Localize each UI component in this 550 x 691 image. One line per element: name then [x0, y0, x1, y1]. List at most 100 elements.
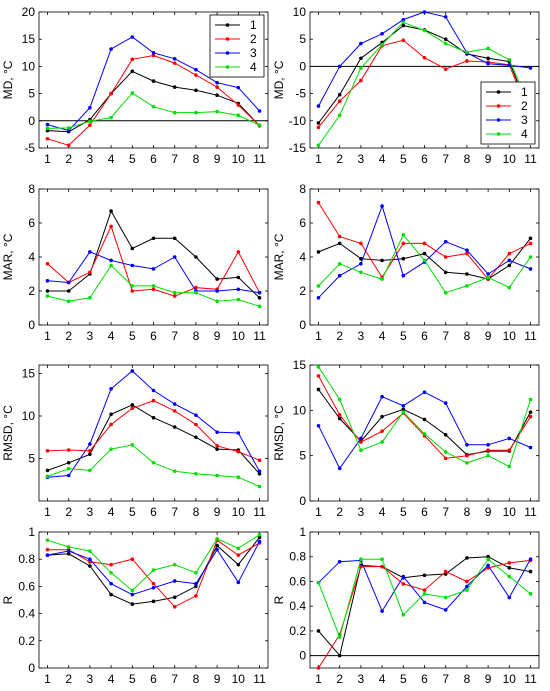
data-point	[465, 251, 469, 256]
x-tick-label: 8	[193, 672, 200, 686]
y-tick-label: -5	[24, 141, 35, 155]
y-tick-label: 8	[299, 182, 306, 196]
legend-marker	[496, 132, 501, 136]
data-point	[380, 42, 384, 47]
x-tick-label: 4	[379, 329, 386, 343]
data-point	[45, 538, 50, 542]
series-3	[316, 390, 533, 471]
series-3	[45, 369, 262, 480]
data-point	[66, 128, 71, 133]
x-tick-label: 5	[129, 505, 136, 519]
x-tick-label: 11	[524, 505, 537, 519]
data-point	[236, 85, 241, 90]
data-point	[443, 67, 448, 71]
data-point	[172, 562, 177, 567]
data-point	[528, 557, 533, 561]
data-point	[316, 365, 321, 369]
data-point	[151, 398, 156, 403]
data-point	[45, 449, 50, 453]
data-point	[359, 270, 363, 275]
data-point	[215, 537, 219, 541]
y-tick-label: 10	[22, 409, 36, 423]
x-tick-label: 9	[214, 672, 221, 686]
x-tick-label: 11	[524, 329, 537, 343]
data-point	[337, 262, 342, 266]
data-point	[45, 262, 50, 266]
series-2	[45, 398, 262, 463]
y-tick-label: 5	[299, 449, 306, 463]
data-point	[109, 581, 113, 586]
data-point	[337, 241, 342, 246]
data-point	[236, 580, 241, 585]
x-tick-label: 1	[44, 505, 51, 519]
y-tick-label: 0	[299, 318, 306, 332]
data-point	[194, 584, 198, 589]
data-point	[443, 608, 448, 612]
data-point	[88, 105, 92, 110]
data-point	[337, 559, 342, 564]
data-point	[401, 407, 406, 412]
data-point	[194, 571, 198, 575]
data-point	[151, 284, 156, 288]
x-tick-label: 9	[214, 329, 221, 343]
x-tick-label: 6	[150, 672, 157, 686]
data-point	[486, 554, 490, 559]
data-point	[130, 557, 135, 561]
data-point	[316, 121, 321, 125]
y-tick-label: 15	[22, 32, 36, 46]
data-point	[88, 564, 92, 568]
data-point	[88, 557, 92, 561]
x-tick-label: 11	[524, 152, 537, 166]
legend-marker	[496, 118, 501, 122]
x-tick-label: 10	[232, 672, 246, 686]
x-tick-label: 1	[44, 152, 51, 166]
x-tick-label: 6	[421, 672, 428, 686]
data-point	[401, 574, 406, 579]
data-point	[66, 299, 71, 304]
data-point	[507, 258, 512, 263]
data-point	[172, 605, 177, 609]
legend-label-2: 2	[250, 32, 257, 46]
data-point	[380, 258, 384, 263]
x-tick-label: 10	[503, 329, 517, 343]
x-tick-label: 3	[358, 152, 365, 166]
x-tick-label: 2	[336, 152, 343, 166]
x-tick-label: 10	[232, 152, 246, 166]
x-tick-label: 2	[65, 505, 72, 519]
x-tick-label: 5	[400, 152, 407, 166]
data-point	[507, 561, 512, 565]
data-point	[66, 126, 71, 130]
data-point	[422, 417, 427, 422]
x-tick-label: 7	[442, 152, 449, 166]
y-axis-label: R	[1, 595, 15, 604]
data-point	[359, 448, 363, 453]
data-point	[236, 113, 241, 118]
y-tick-label: 0.6	[289, 574, 306, 588]
data-point	[236, 553, 241, 557]
data-point	[66, 473, 71, 478]
y-tick-label: 4	[299, 250, 306, 264]
x-tick-label: 3	[87, 505, 94, 519]
data-point	[528, 569, 533, 574]
data-point	[443, 572, 448, 576]
y-axis-label: R	[272, 595, 286, 604]
data-point	[257, 532, 262, 537]
data-point	[151, 599, 156, 604]
data-point	[316, 580, 321, 585]
y-tick-label: 2	[28, 284, 35, 298]
data-point	[66, 448, 71, 452]
data-point	[66, 545, 71, 549]
plot-frame	[309, 188, 540, 326]
data-point	[401, 613, 406, 617]
x-tick-label: 1	[315, 505, 322, 519]
data-point	[130, 602, 135, 606]
data-point	[422, 258, 427, 263]
data-point	[486, 442, 490, 447]
data-point	[401, 404, 406, 408]
data-point	[443, 290, 448, 295]
data-point	[194, 110, 198, 115]
data-point	[359, 256, 363, 261]
y-axis-label: RMSD, °C	[272, 405, 286, 461]
